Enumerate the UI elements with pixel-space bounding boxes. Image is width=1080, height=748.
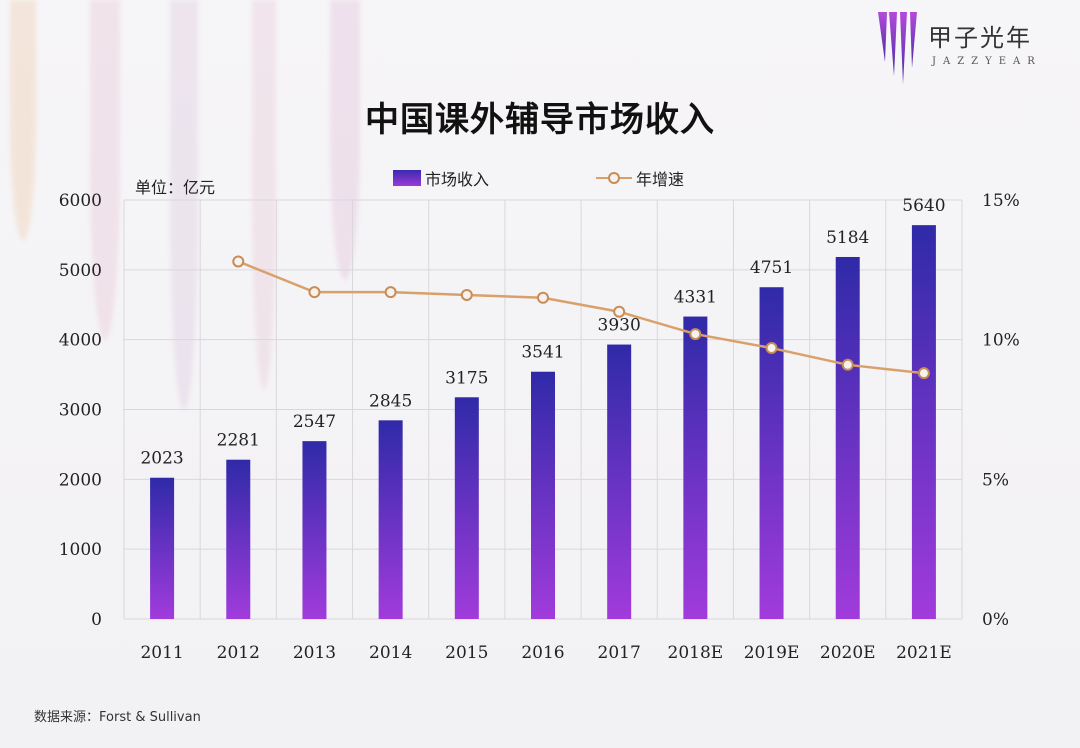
bar-data-label: 2547 [293, 412, 336, 432]
chart-legend: 市场收入 年增速 [0, 166, 1080, 194]
right-axis-tick-label: 5% [982, 470, 1009, 490]
growth-point [689, 328, 702, 341]
right-axis-tick-label: 15% [982, 191, 1020, 211]
bar [454, 397, 479, 619]
growth-point [308, 286, 321, 299]
legend-label-growth: 年增速 [636, 170, 685, 189]
x-axis-tick-label: 2015 [445, 643, 488, 663]
x-axis-tick-label: 2011 [140, 643, 183, 663]
legend-label-revenue: 市场收入 [425, 170, 490, 189]
bar-data-label: 4751 [750, 258, 793, 278]
left-axis-tick-label: 6000 [59, 191, 102, 211]
x-axis-tick-label: 2014 [369, 643, 412, 663]
unit-label: 单位：亿元 [135, 178, 216, 197]
source-note: 数据来源：Forst & Sullivan [34, 710, 201, 725]
legend-bar-swatch-icon [393, 170, 421, 186]
bar [150, 477, 175, 619]
left-axis-tick-label: 5000 [59, 261, 102, 281]
left-axis-tick-label: 0 [91, 610, 102, 630]
x-axis-tick-label: 2016 [521, 643, 564, 663]
bar-data-label: 5640 [902, 196, 945, 216]
bar-data-label: 5184 [826, 228, 869, 248]
growth-point [537, 291, 549, 304]
decorative-streak [252, 0, 276, 390]
bar-data-label: 3930 [598, 316, 641, 336]
bar [607, 344, 632, 619]
logo-name: 甲子光年 [928, 24, 1032, 52]
legend-item-revenue: 市场收入 [393, 166, 489, 190]
bar [835, 256, 860, 619]
bar [759, 287, 784, 619]
legend-item-growth: 年增速 [596, 166, 684, 190]
left-axis-tick-label: 3000 [59, 401, 102, 421]
decorative-streak [330, 0, 360, 280]
growth-point [917, 367, 930, 380]
decorative-streak [10, 0, 36, 240]
bar-data-label: 2023 [140, 449, 183, 469]
bar-data-label: 4331 [674, 288, 717, 308]
right-axis-tick-label: 0% [982, 610, 1009, 630]
labels-layer: 0 1000 2000 3000 4000 5000 6000 0% 5% 10% 15% 2023 2… [59, 191, 1020, 663]
bar [683, 316, 708, 619]
growth-point [384, 286, 397, 299]
x-axis-tick-label: 2018E [668, 643, 724, 663]
decorative-streak [90, 0, 120, 340]
bar [226, 459, 251, 619]
x-axis-tick-label: 2013 [293, 643, 336, 663]
left-axis-tick-label: 1000 [59, 540, 102, 560]
x-axis-tick-label: 2012 [217, 643, 260, 663]
bar-data-label: 3175 [445, 368, 488, 388]
logo-subtitle: JAZZYEAR [932, 56, 1042, 67]
chart-title: 中国课外辅导市场收入 [365, 100, 715, 140]
left-axis-tick-label: 4000 [59, 331, 102, 351]
x-axis-tick-label: 2021E [896, 643, 952, 663]
growth-point [841, 358, 854, 371]
x-axis-tick-label: 2019E [744, 643, 800, 663]
growth-point [765, 342, 778, 355]
bar [378, 420, 403, 619]
growth-line [237, 260, 925, 375]
legend-line-marker-icon [596, 171, 632, 185]
growth-point [613, 305, 626, 318]
brand-logo: 甲子光年 JAZZYEAR [876, 8, 1066, 88]
bar-data-label: 2281 [217, 431, 260, 451]
growth-point [460, 288, 473, 301]
bar [302, 441, 327, 619]
bars-layer [150, 225, 936, 619]
x-axis-tick-label: 2017 [598, 643, 641, 663]
left-axis-tick-label: 2000 [59, 470, 102, 490]
bar [531, 371, 555, 619]
right-axis-tick-label: 10% [982, 331, 1020, 351]
bar-data-label: 2845 [369, 391, 412, 411]
growth-point [232, 255, 245, 268]
bar [911, 225, 936, 619]
decorative-streak [170, 0, 198, 410]
x-axis-tick-label: 2020E [820, 643, 876, 663]
logo-mark-icon [878, 12, 917, 84]
bar-data-label: 3541 [521, 343, 564, 363]
growth-line-layer [232, 255, 930, 380]
